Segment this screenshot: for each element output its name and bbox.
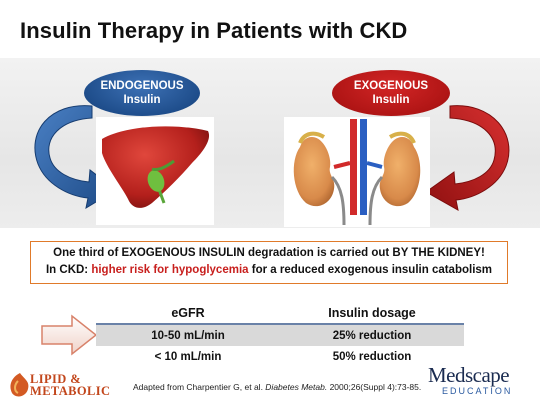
table-header-rule bbox=[96, 323, 464, 325]
table-pointer-arrow-icon bbox=[41, 314, 98, 356]
lipid-metabolic-logo-text: LIPID & METABOLIC bbox=[30, 372, 111, 398]
header-egfr: eGFR bbox=[171, 306, 205, 320]
cell-egfr: < 10 mL/min bbox=[154, 350, 222, 363]
table-row: < 10 mL/min 50% reduction bbox=[96, 346, 464, 367]
cell-dosage: 50% reduction bbox=[332, 350, 412, 363]
endogenous-insulin-label: ENDOGENOUS Insulin bbox=[84, 70, 200, 116]
exogenous-line1: EXOGENOUS bbox=[353, 80, 429, 92]
endogenous-curved-arrow-icon bbox=[34, 105, 117, 210]
logo-left-line1: LIPID & bbox=[30, 372, 82, 386]
logo-right-line2: EDUCATION bbox=[442, 386, 513, 396]
table-header: eGFR Insulin dosage bbox=[96, 303, 464, 323]
logo-left-line2: METABOLIC bbox=[30, 384, 111, 398]
liver-image bbox=[96, 117, 214, 225]
cell-dosage: 25% reduction bbox=[332, 329, 412, 342]
cell-egfr: 10-50 mL/min bbox=[151, 329, 225, 342]
kidney-degradation-note: One third of EXOGENOUS INSULIN degradati… bbox=[30, 241, 508, 284]
exogenous-line2: Insulin bbox=[372, 94, 410, 106]
kidney-icon bbox=[293, 119, 421, 226]
note-line1: One third of EXOGENOUS INSULIN degradati… bbox=[53, 247, 485, 259]
citation-suffix: 2000;26(Suppl 4):73-85. bbox=[327, 382, 422, 392]
note-hypoglycemia-highlight: higher risk for hypoglycemia bbox=[91, 264, 249, 276]
note-line2: In CKD: higher risk for hypoglycemia for… bbox=[31, 262, 507, 279]
liver-icon bbox=[102, 126, 210, 208]
lipid-metabolic-logo-icon bbox=[10, 373, 29, 397]
table-row: 10-50 mL/min 25% reduction bbox=[96, 325, 464, 346]
citation: Adapted from Charpentier G, et al. Diabe… bbox=[133, 382, 421, 392]
kidney-image bbox=[284, 117, 430, 227]
endogenous-line2: Insulin bbox=[123, 94, 161, 106]
endogenous-line1: ENDOGENOUS bbox=[100, 80, 184, 92]
citation-journal: Diabetes Metab. bbox=[265, 382, 328, 392]
exogenous-insulin-label: EXOGENOUS Insulin bbox=[332, 70, 450, 116]
dosage-table: eGFR Insulin dosage 10-50 mL/min 25% red… bbox=[96, 303, 464, 367]
note-line2-suffix: for a reduced exogenous insulin cataboli… bbox=[248, 264, 493, 276]
note-line2-prefix: In CKD: bbox=[45, 264, 92, 276]
header-insulin-dosage: Insulin dosage bbox=[328, 306, 416, 320]
logo-right-line1: Medscape bbox=[428, 363, 510, 387]
medscape-education-logo: Medscape EDUCATION bbox=[428, 364, 538, 396]
slide-title: Insulin Therapy in Patients with CKD bbox=[20, 18, 408, 43]
citation-prefix: Adapted from Charpentier G, et al. bbox=[133, 382, 266, 392]
exogenous-curved-arrow-icon bbox=[425, 105, 510, 211]
